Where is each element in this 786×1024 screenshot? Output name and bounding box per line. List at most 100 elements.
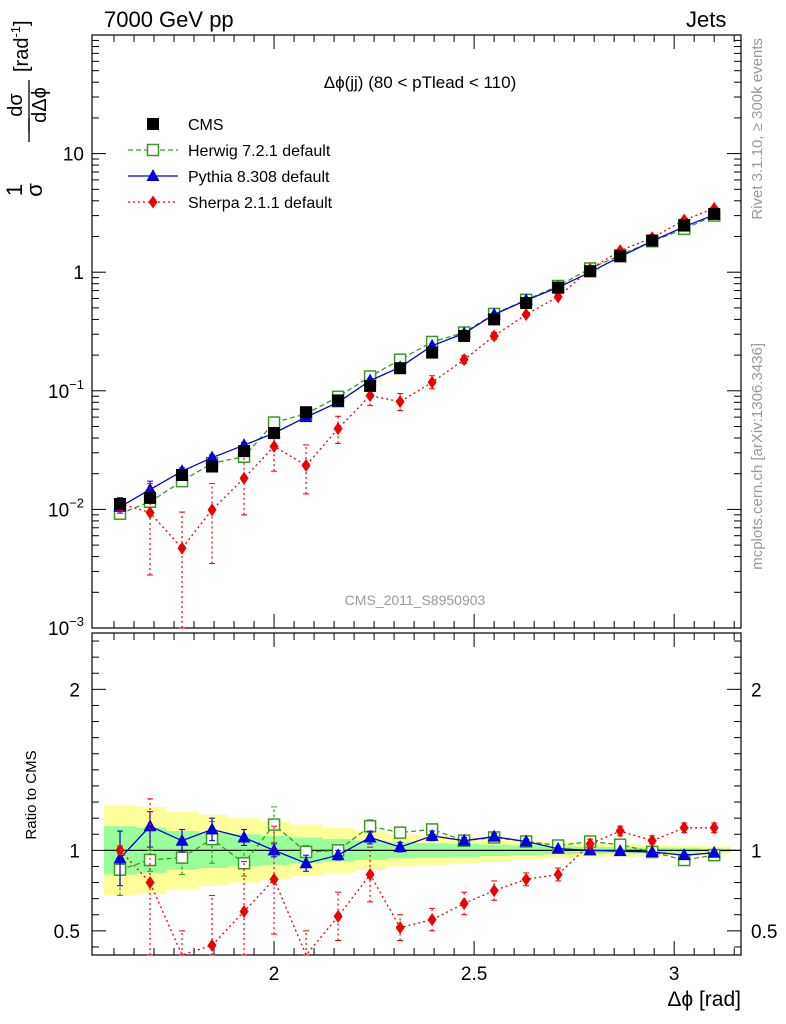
ratio-point-sherpa bbox=[585, 837, 595, 851]
ylabel-num: 1 bbox=[2, 184, 27, 196]
ratio-point-pythia bbox=[331, 848, 345, 861]
x-tick-label: 3 bbox=[669, 964, 680, 985]
main-point-sherpa bbox=[269, 439, 279, 453]
main-point-cms bbox=[646, 234, 659, 247]
ratio-point-sherpa bbox=[709, 821, 719, 835]
main-point-cms bbox=[678, 219, 691, 232]
ratio-point-sherpa bbox=[365, 868, 375, 881]
main-y-tick-base: 10 bbox=[63, 145, 84, 166]
ratio-plot-frame bbox=[91, 632, 742, 956]
main-y-axis-label: 1 σ dσ dΔϕ [rad-1] bbox=[2, 20, 51, 196]
ylabel-den: σ bbox=[22, 183, 47, 197]
ratio-point-sherpa bbox=[679, 821, 689, 835]
ratio-y-tick-label-left: 1 bbox=[69, 841, 80, 862]
ratio-point-sherpa bbox=[459, 896, 469, 910]
ratio-point-sherpa bbox=[333, 909, 343, 923]
main-point-sherpa bbox=[207, 503, 217, 517]
ratio-point-herwig bbox=[393, 826, 407, 839]
ratio-point-sherpa bbox=[269, 872, 279, 886]
main-point-cms bbox=[708, 207, 721, 220]
main-point-cms bbox=[520, 296, 533, 309]
ratio-series-pythia bbox=[113, 811, 721, 887]
ratio-y-tick-label-left: 0.5 bbox=[54, 922, 80, 943]
main-point-sherpa bbox=[521, 307, 531, 321]
ratio-y-tick-label-right: 0.5 bbox=[751, 922, 777, 943]
legend-label-sherpa: Sherpa 2.1.1 default bbox=[188, 195, 333, 212]
main-point-cms bbox=[114, 498, 127, 511]
main-point-cms bbox=[332, 394, 345, 407]
ratio-point-sherpa bbox=[615, 824, 625, 838]
ratio-point-pythia bbox=[175, 833, 189, 846]
ratio-point-herwig bbox=[363, 819, 377, 833]
legend-marker-pythia bbox=[146, 169, 160, 181]
main-point-sherpa bbox=[177, 541, 187, 555]
ratio-y-tick-label-left: 2 bbox=[69, 680, 80, 701]
ratio-point-pythia bbox=[363, 830, 377, 843]
main-point-pythia bbox=[205, 450, 219, 463]
main-series-cms bbox=[114, 207, 721, 511]
ratio-point-sherpa bbox=[207, 938, 217, 952]
main-point-cms bbox=[458, 329, 471, 342]
main-y-tick-label: 10 bbox=[63, 145, 84, 166]
ratio-point-pythia bbox=[299, 856, 313, 869]
main-y-tick-base: 10 bbox=[48, 500, 69, 521]
ylabel-unit: [rad-1] bbox=[8, 20, 33, 72]
x-tick-label: 2.5 bbox=[461, 964, 487, 985]
main-point-sherpa bbox=[459, 353, 469, 367]
ratio-point-pythia bbox=[205, 822, 219, 835]
main-point-cms bbox=[300, 406, 313, 419]
main-series-herwig bbox=[113, 209, 721, 520]
main-point-cms bbox=[268, 427, 281, 440]
main-y-tick-base: 10 bbox=[48, 619, 69, 640]
main-y-tick-base: 1 bbox=[73, 263, 84, 284]
ratio-series-sherpa bbox=[115, 798, 719, 957]
legend-item-pythia: Pythia 8.308 default bbox=[128, 169, 330, 186]
ratio-point-pythia bbox=[113, 851, 127, 864]
x-axis-label: Δϕ [rad] bbox=[667, 988, 741, 1011]
main-point-cms bbox=[206, 460, 219, 473]
ratio-y-axis-label: Ratio to CMS bbox=[23, 750, 40, 839]
legend-item-herwig: Herwig 7.2.1 default bbox=[128, 143, 331, 160]
ratio-line-pythia bbox=[119, 825, 715, 864]
main-point-sherpa bbox=[301, 458, 311, 472]
ratio-point-pythia bbox=[457, 833, 471, 846]
mcplots-label: mcplots.cern.ch [arXiv:1306.3436] bbox=[749, 343, 766, 570]
main-point-sherpa bbox=[365, 389, 375, 403]
ratio-data-layer bbox=[113, 798, 721, 957]
legend-marker-cms bbox=[147, 118, 159, 130]
legend-label-pythia: Pythia 8.308 default bbox=[188, 169, 330, 186]
legend: CMS Herwig 7.2.1 default Pythia 8.308 defa… bbox=[128, 117, 333, 212]
ratio-point-pythia bbox=[677, 848, 691, 861]
ratio-point-pythia bbox=[487, 829, 501, 842]
main-point-cms bbox=[584, 265, 597, 278]
main-point-sherpa bbox=[239, 471, 249, 485]
header-left: 7000 GeV pp bbox=[104, 7, 234, 32]
ratio-point-pythia bbox=[707, 845, 721, 858]
main-plot-frame bbox=[91, 34, 742, 629]
main-y-tick-exp: −2 bbox=[69, 495, 84, 510]
main-point-cms bbox=[364, 379, 377, 392]
main-point-sherpa bbox=[333, 422, 343, 436]
legend-label-herwig: Herwig 7.2.1 default bbox=[188, 143, 331, 160]
ratio-point-pythia bbox=[267, 843, 281, 856]
ratio-point-pythia bbox=[519, 834, 533, 847]
ratio-uncertainty-bands bbox=[104, 805, 741, 896]
legend-item-cms: CMS bbox=[147, 117, 224, 134]
main-point-cms bbox=[614, 250, 627, 263]
legend-label-cms: CMS bbox=[188, 117, 224, 134]
ratio-point-pythia bbox=[393, 840, 407, 853]
ratio-point-sherpa bbox=[239, 905, 249, 919]
ratio-point-pythia bbox=[143, 819, 157, 832]
rivet-version-label: Rivet 3.1.10, ≥ 300k events bbox=[749, 38, 766, 220]
main-y-tick-label: 10−2 bbox=[48, 495, 84, 521]
main-data-layer bbox=[113, 201, 721, 629]
main-point-cms bbox=[394, 362, 407, 375]
ratio-point-pythia bbox=[645, 844, 659, 857]
ratio-y-tick-label-right: 2 bbox=[751, 680, 762, 701]
ratio-panel: 0.5 0.5 1 1 2 2 2 2.5 3 Ratio to CMS Δϕ [rad] bbox=[23, 632, 777, 1011]
ratio-axis-ticks: 0.5 0.5 1 1 2 2 2 2.5 3 bbox=[54, 633, 777, 985]
